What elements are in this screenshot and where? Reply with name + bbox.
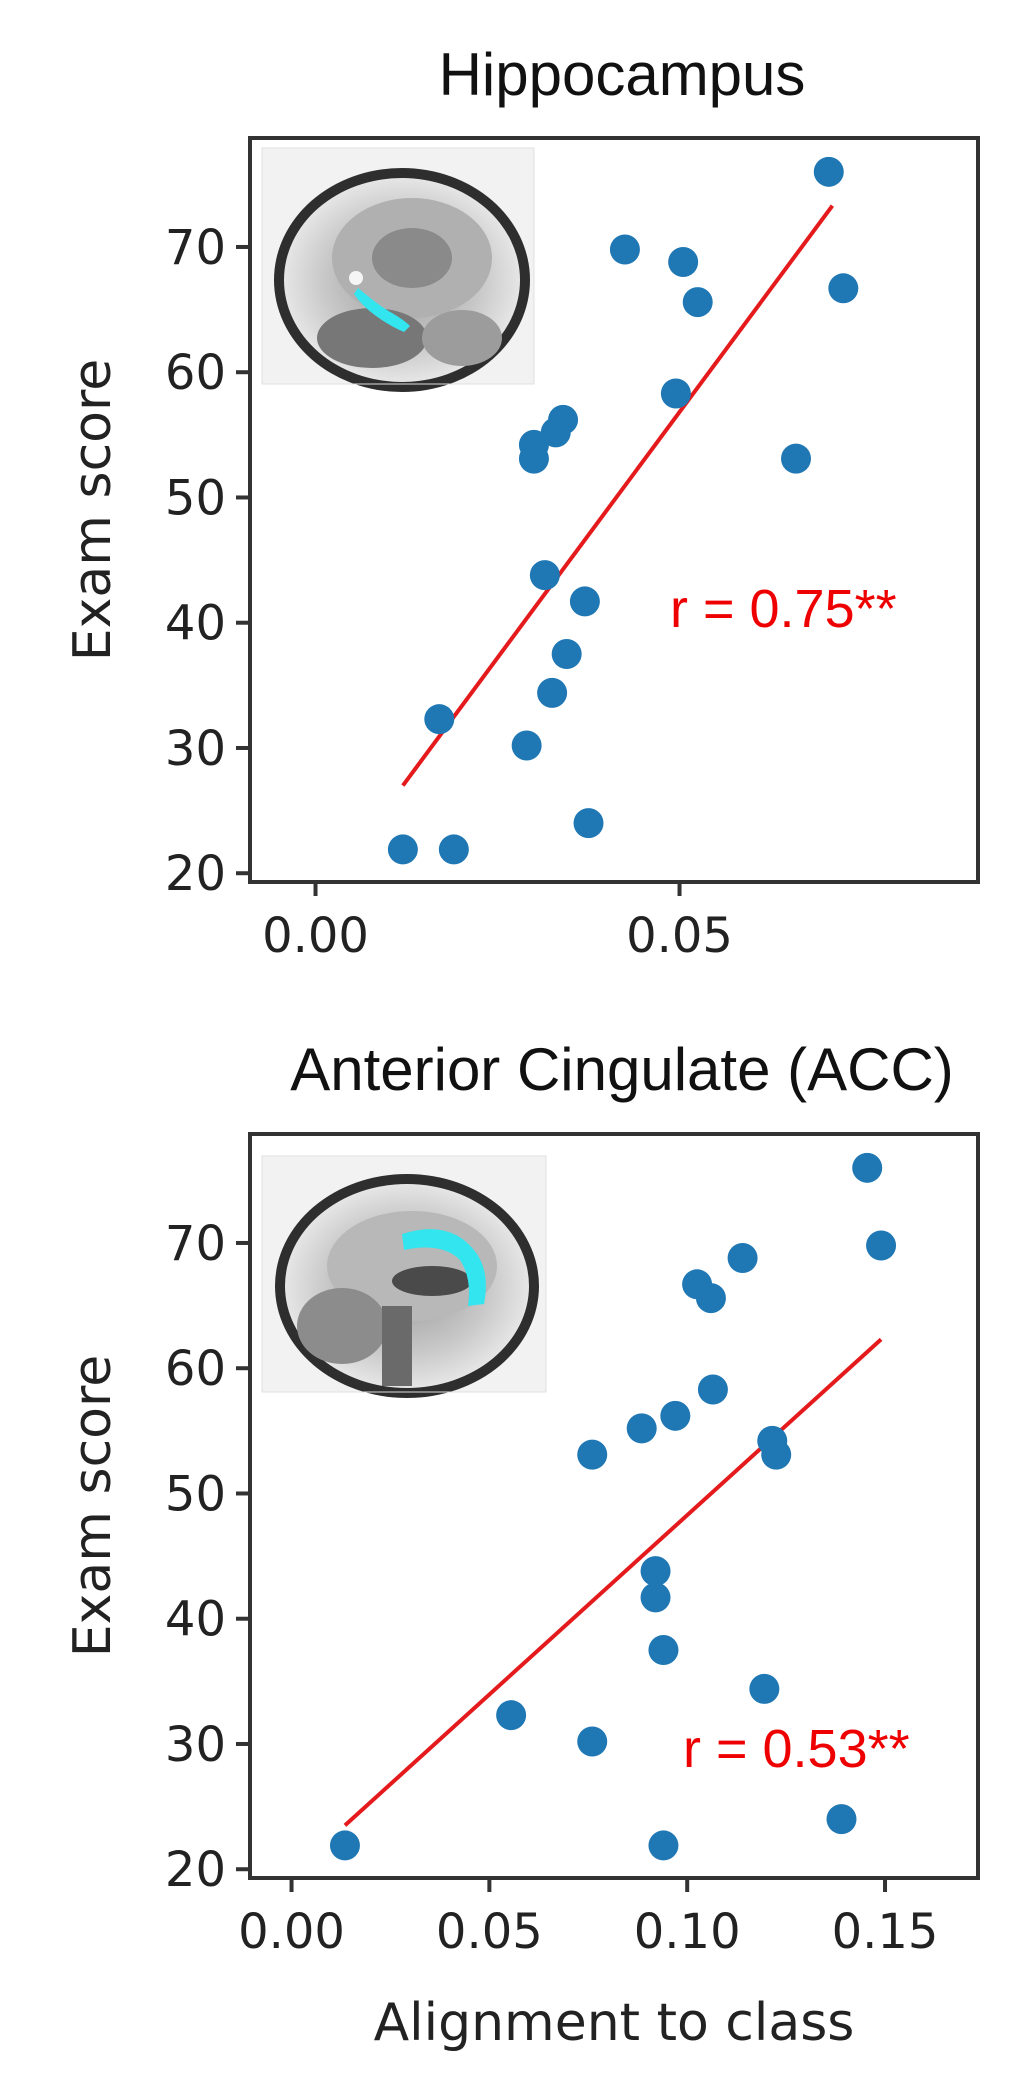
x-axis-label: Alignment to class [374,1993,855,2053]
data-point [781,443,811,474]
data-point [577,1726,608,1757]
data-point [695,1283,726,1314]
data-point [852,1152,883,1183]
plot-area-frame [248,1132,980,1880]
x-tick-label: 0.00 [238,1904,345,1960]
fit-line-layer [401,204,835,787]
data-point [640,1556,671,1587]
acc-panel: Anterior Cingulate (ACC) 20 30 40 50 60 70 0.0… [63,1036,980,2053]
y-tick-label: 40 [165,1592,226,1648]
panel-title: Hippocampus [439,41,806,108]
y-tick-label: 70 [165,220,226,276]
data-point [640,1582,671,1613]
data-point [551,639,582,670]
y-tick-label: 40 [165,596,226,652]
data-point [648,1830,679,1861]
hippocampus-panel: Hippocampus 20 30 40 50 60 70 0.00 0.05 Exam sc… [63,41,980,964]
data-point [540,417,571,448]
x-tick-label: 0.00 [262,908,369,964]
y-tick-label: 50 [165,470,226,526]
data-point [496,1700,527,1731]
y-tick-label: 20 [165,1842,226,1898]
data-point [518,443,549,474]
data-point [697,1374,728,1405]
acc-highlight [402,1229,486,1306]
y-tick-label: 60 [165,345,226,401]
data-point [511,730,542,761]
data-point [660,1400,691,1431]
data-point [828,273,859,304]
data-point [529,560,560,591]
y-tick-label: 70 [165,1216,226,1272]
x-tick-label: 0.15 [832,1904,939,1960]
correlation-annotation: r = 0.75** [670,579,897,639]
x-tick-label: 0.10 [634,1904,741,1960]
regression-line [343,1337,883,1827]
x-tick-label: 0.05 [436,1904,543,1960]
data-point [537,677,568,708]
data-point [424,704,455,735]
fit-line-layer [343,1337,883,1827]
x-tick-label: 0.05 [626,908,733,964]
acc-brain-inset [261,1155,547,1398]
axis-ticks: 20 30 40 50 60 70 0.00 0.05 0.10 0.15 [165,1216,939,1960]
plot-area-frame [248,136,980,884]
data-point [866,1230,897,1261]
data-point [668,247,699,277]
y-tick-label: 50 [165,1466,226,1522]
points-layer [329,1152,897,1861]
data-point [648,1635,679,1666]
data-point [761,1439,792,1470]
data-point [609,234,640,265]
data-point [682,287,713,318]
y-tick-label: 30 [165,721,226,777]
y-tick-label: 30 [165,1717,226,1773]
data-point [813,156,844,187]
data-point [727,1243,758,1273]
data-point [573,808,604,839]
y-tick-label: 20 [165,846,226,902]
data-point [826,1804,857,1835]
data-point [660,378,691,409]
data-point [438,834,469,865]
panel-title: Anterior Cingulate (ACC) [290,1036,954,1103]
hippocampus-brain-inset [261,147,535,392]
data-point [387,834,418,865]
data-point [569,586,600,617]
hippocampus-highlight [354,288,410,332]
data-point [577,1439,608,1470]
y-axis-label: Exam score [63,1355,123,1657]
data-point [329,1830,360,1861]
data-point [749,1673,780,1704]
y-axis-label: Exam score [63,359,123,661]
y-tick-label: 60 [165,1341,226,1397]
correlation-annotation: r = 0.53** [683,1719,910,1779]
axis-ticks: 20 30 40 50 60 70 0.00 0.05 [165,220,733,964]
data-point [626,1413,657,1444]
points-layer [387,156,859,865]
regression-line [401,204,835,787]
